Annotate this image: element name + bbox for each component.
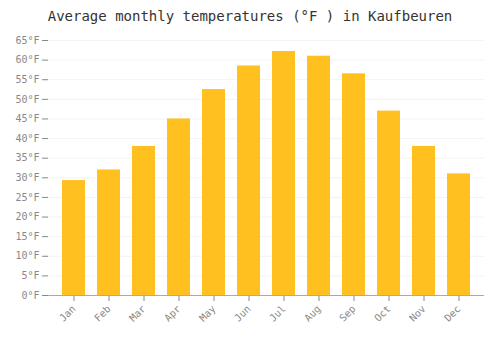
svg-text:15°F: 15°F [15, 231, 39, 242]
svg-text:35°F: 35°F [15, 152, 39, 163]
svg-text:60°F: 60°F [15, 54, 39, 65]
svg-text:30°F: 30°F [15, 172, 39, 183]
svg-text:Mar: Mar [127, 303, 148, 324]
html-text:Average monthly temperatures (: Average monthly temperatures (°F ) in Ka… [47, 8, 453, 24]
svg-text:20°F: 20°F [15, 211, 39, 222]
svg-text:Aug: Aug [302, 303, 323, 324]
svg-text:Apr: Apr [162, 303, 183, 324]
svg-text:25°F: 25°F [15, 192, 39, 203]
svg-text:45°F: 45°F [15, 113, 39, 124]
svg-text:Dec: Dec [442, 303, 463, 324]
svg-text:May: May [197, 303, 218, 324]
svg-text:5°F: 5°F [21, 270, 39, 281]
svg-text:0°F: 0°F [21, 290, 39, 301]
svg-text:10°F: 10°F [15, 250, 39, 261]
svg-text:Jul: Jul [267, 303, 288, 324]
svg-text:Jan: Jan [57, 303, 78, 324]
svg-text:65°F: 65°F [15, 35, 39, 46]
svg-text:50°F: 50°F [15, 94, 39, 105]
svg-text:55°F: 55°F [15, 74, 39, 85]
svg-text:Sep: Sep [337, 303, 358, 324]
svg-text:Jun: Jun [232, 303, 253, 324]
svg-text:Nov: Nov [407, 303, 428, 324]
svg-text:40°F: 40°F [15, 133, 39, 144]
svg-text:Feb: Feb [92, 303, 113, 324]
svg-text:Oct: Oct [372, 303, 393, 324]
